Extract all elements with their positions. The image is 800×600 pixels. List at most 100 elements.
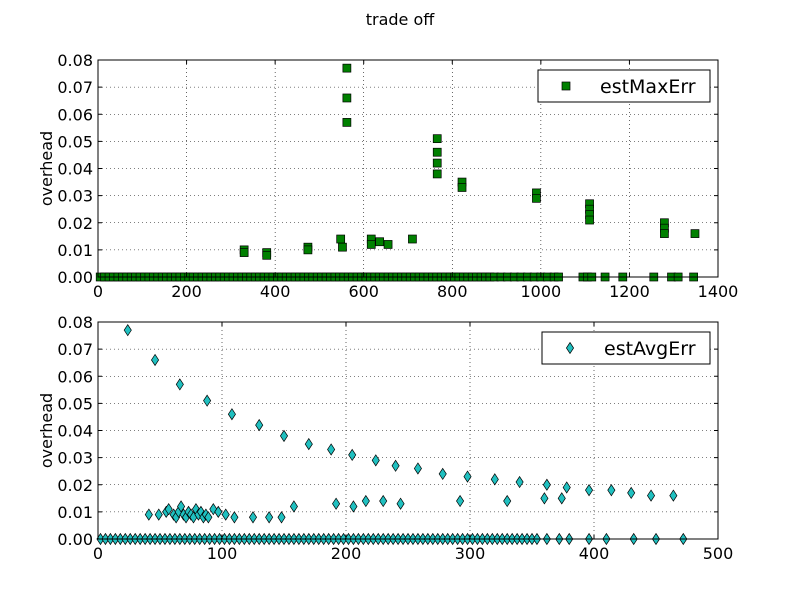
y-tick-label: 0.01 — [57, 503, 93, 522]
x-tick-label: 100 — [207, 544, 238, 563]
data-point — [690, 229, 700, 238]
data-point — [204, 511, 213, 524]
y-tick-label: 0.06 — [57, 367, 93, 386]
y-tick-label: 0.05 — [57, 132, 93, 151]
data-point — [457, 183, 467, 192]
data-point — [230, 511, 239, 524]
data-point — [349, 500, 358, 513]
y-tick-label: 0.07 — [57, 340, 93, 359]
data-point — [262, 250, 272, 260]
data-point — [303, 245, 313, 255]
data-point — [342, 118, 352, 127]
legend: estAvgErr — [541, 331, 711, 365]
y-tick-label: 0.08 — [57, 51, 93, 70]
figure-title: trade off — [365, 10, 435, 29]
y-tick-label: 0.08 — [57, 313, 93, 332]
legend-marker — [561, 81, 571, 91]
data-point — [304, 437, 313, 451]
y-tick-label: 0.03 — [57, 187, 93, 206]
data-point — [154, 508, 163, 521]
y-tick-label: 0.04 — [57, 160, 93, 179]
data-point — [647, 489, 656, 502]
y-axis-label: overhead — [37, 131, 56, 206]
data-point — [265, 511, 274, 524]
data-point — [248, 511, 258, 524]
data-point — [585, 215, 594, 225]
x-tick-label: 0 — [93, 282, 103, 301]
data-point — [375, 237, 385, 247]
data-point — [239, 248, 249, 257]
data-point — [540, 492, 549, 505]
data-point — [532, 193, 541, 203]
y-tick-label: 0.06 — [57, 105, 93, 124]
data-point — [515, 475, 524, 489]
x-tick-label: 1200 — [609, 282, 650, 301]
data-point — [396, 497, 405, 510]
data-point — [627, 486, 636, 500]
y-tick-label: 0.03 — [57, 449, 93, 468]
data-point — [366, 240, 376, 249]
data-point — [557, 492, 566, 505]
legend-label: estMaxErr — [600, 76, 696, 98]
data-point — [151, 353, 160, 367]
data-point — [660, 229, 669, 238]
data-point — [438, 467, 447, 481]
data-point — [342, 93, 352, 103]
data-point — [279, 429, 289, 443]
data-point — [607, 484, 616, 497]
data-point — [669, 489, 678, 502]
x-tick-label: 1000 — [520, 282, 561, 301]
data-point — [227, 408, 236, 421]
y-axis-label: overhead — [37, 393, 56, 468]
y-tick-label: 0.07 — [57, 78, 93, 97]
legend: estMaxErr — [537, 69, 711, 103]
data-point — [144, 508, 153, 521]
data-point — [432, 169, 442, 179]
data-point — [413, 462, 422, 475]
data-point — [203, 394, 212, 407]
data-point — [371, 454, 380, 467]
data-point — [348, 448, 357, 462]
x-tick-label: 400 — [579, 544, 610, 563]
x-tick-label: 800 — [437, 282, 468, 301]
axis-ticks: 0 100 200 300 400 500 0.00 0.01 0.02 0.03 0.04 0.05… — [57, 313, 733, 563]
data-point — [255, 418, 264, 432]
x-tick-label: 200 — [171, 282, 202, 301]
data-point — [456, 494, 465, 508]
data-point — [277, 511, 286, 524]
data-point — [361, 494, 370, 508]
x-tick-label: 200 — [331, 544, 362, 563]
data-point — [336, 234, 346, 244]
data-point — [391, 459, 400, 472]
data-point — [542, 478, 551, 491]
axis-ticks: 0 200 400 600 800 1000 1200 1400 0.00 0.01 0.02 0.0… — [57, 51, 738, 301]
x-tick-label: 500 — [703, 544, 734, 563]
y-tick-label: 0.01 — [57, 241, 93, 260]
data-point — [379, 494, 388, 508]
data-point — [338, 242, 347, 252]
data-point — [332, 497, 341, 510]
data-point — [432, 134, 442, 144]
data-point — [585, 484, 594, 497]
y-tick-label: 0.00 — [57, 530, 93, 549]
legend-marker — [565, 341, 575, 355]
data-point — [490, 473, 499, 486]
y-tick-label: 0.02 — [57, 476, 93, 495]
x-tick-label: 300 — [455, 544, 486, 563]
data-point — [463, 470, 472, 483]
data-point — [175, 378, 184, 391]
x-tick-label: 1400 — [698, 282, 739, 301]
data-point — [432, 158, 442, 168]
data-point — [214, 505, 223, 519]
legend-label: estAvgErr — [604, 338, 696, 360]
data-point — [327, 443, 336, 456]
data-point — [123, 323, 132, 337]
x-tick-label: 400 — [260, 282, 291, 301]
data-point — [432, 147, 442, 157]
y-tick-label: 0.02 — [57, 214, 93, 233]
data-point — [289, 500, 298, 513]
x-tick-label: 0 — [93, 544, 103, 563]
y-tick-label: 0.05 — [57, 394, 93, 413]
